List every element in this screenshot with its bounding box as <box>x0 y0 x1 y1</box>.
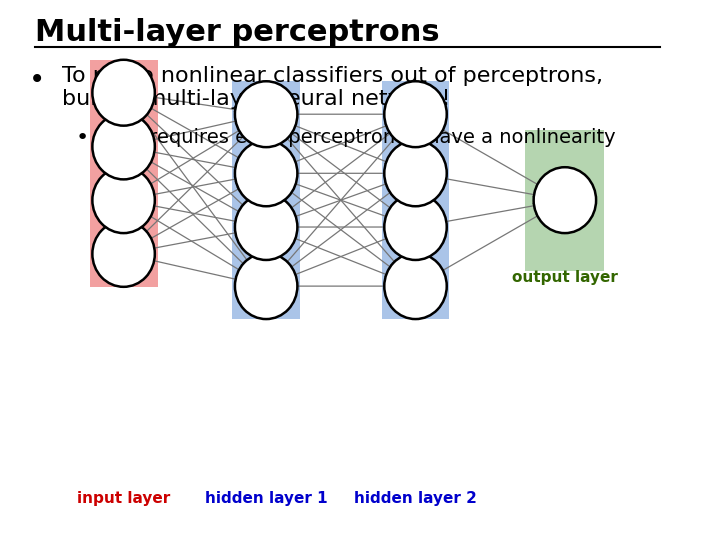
Text: output layer: output layer <box>512 270 618 285</box>
Text: hidden layer 2: hidden layer 2 <box>354 491 477 507</box>
Ellipse shape <box>534 167 596 233</box>
Ellipse shape <box>384 81 446 147</box>
Ellipse shape <box>384 253 446 319</box>
Ellipse shape <box>235 194 297 260</box>
Ellipse shape <box>235 253 297 319</box>
Ellipse shape <box>92 167 155 233</box>
Text: To make nonlinear classifiers out of perceptrons,
build a multi-layer neural net: To make nonlinear classifiers out of per… <box>63 66 603 109</box>
Text: •: • <box>76 127 89 147</box>
Ellipse shape <box>235 140 297 206</box>
Text: Multi-layer perceptrons: Multi-layer perceptrons <box>35 17 440 46</box>
Ellipse shape <box>235 81 297 147</box>
Ellipse shape <box>384 194 446 260</box>
Text: input layer: input layer <box>77 491 170 507</box>
Ellipse shape <box>92 221 155 287</box>
Text: hidden layer 1: hidden layer 1 <box>205 491 328 507</box>
FancyBboxPatch shape <box>233 82 300 319</box>
FancyBboxPatch shape <box>382 82 449 319</box>
FancyBboxPatch shape <box>90 60 158 287</box>
FancyBboxPatch shape <box>526 130 604 271</box>
Ellipse shape <box>92 113 155 179</box>
Text: •: • <box>29 66 45 94</box>
Ellipse shape <box>92 60 155 126</box>
Text: This requires each perceptron to have a nonlinearity: This requires each perceptron to have a … <box>103 127 616 147</box>
Ellipse shape <box>384 140 446 206</box>
